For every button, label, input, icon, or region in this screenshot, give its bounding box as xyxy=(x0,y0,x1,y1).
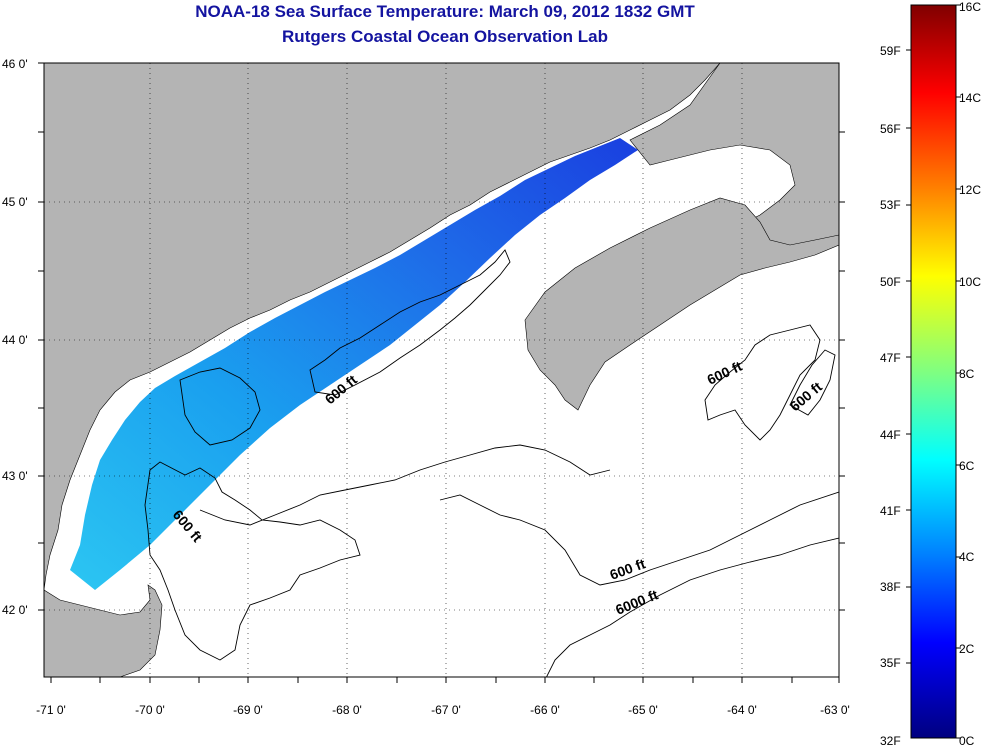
plot-frame xyxy=(43,62,840,678)
colorbar-fahrenheit-label: 38F xyxy=(880,580,901,594)
lon-tick: -67 0' xyxy=(431,703,461,717)
bathymetry-contours xyxy=(144,249,839,677)
colorbar-fahrenheit-label: 50F xyxy=(880,275,901,289)
colorbar-celsius-label: 4C xyxy=(959,550,975,564)
lon-tick: -65 0' xyxy=(628,703,658,717)
lat-tick: 44 0' xyxy=(2,333,28,347)
map-subtitle: Rutgers Coastal Ocean Observation Lab xyxy=(282,27,608,46)
colorbar-fahrenheit-label: 44F xyxy=(880,428,901,442)
land-cape-cod xyxy=(44,584,163,677)
colorbar-fahrenheit-label: 35F xyxy=(880,656,901,670)
land-new-england xyxy=(44,63,721,591)
colorbar-fahrenheit-label: 59F xyxy=(880,44,901,58)
colorbar-fahrenheit-label: 53F xyxy=(880,198,901,212)
lon-tick: -71 0' xyxy=(36,703,66,717)
colorbar xyxy=(910,4,957,739)
lon-tick: -63 0' xyxy=(820,703,850,717)
colorbar-celsius-label: 12C xyxy=(959,183,982,197)
sst-swath xyxy=(70,138,638,590)
colorbar-celsius-label: 2C xyxy=(959,642,975,656)
lat-tick: 45 0' xyxy=(2,195,28,209)
colorbar-celsius-label: 0C xyxy=(959,734,975,748)
colorbar-celsius-label: 16C xyxy=(959,0,982,14)
lon-tick: -66 0' xyxy=(530,703,560,717)
land-nova-scotia xyxy=(524,197,839,411)
lon-tick: -70 0' xyxy=(135,703,165,717)
map-title: NOAA-18 Sea Surface Temperature: March 0… xyxy=(195,2,695,21)
lon-ticks: -71 0' -70 0' -69 0' -68 0' -67 0' -66 0… xyxy=(36,703,850,717)
colorbar-fahrenheit-label: 41F xyxy=(880,504,901,518)
lat-ticks: 46 0' 45 0' 44 0' 43 0' 42 0' xyxy=(2,57,28,617)
colorbar-fahrenheit-label: 32F xyxy=(880,734,901,748)
colorbar-celsius-label: 6C xyxy=(959,459,975,473)
lat-tick: 46 0' xyxy=(2,57,28,71)
lon-tick: -69 0' xyxy=(233,703,263,717)
lat-tick: 43 0' xyxy=(2,469,28,483)
lon-tick: -68 0' xyxy=(332,703,362,717)
colorbar-fahrenheit-label: 56F xyxy=(880,122,901,136)
lat-tick: 42 0' xyxy=(2,603,28,617)
colorbar-celsius-label: 10C xyxy=(959,275,982,289)
colorbar-celsius-label: 8C xyxy=(959,367,975,381)
colorbar-fahrenheit-label: 47F xyxy=(880,351,901,365)
lon-tick: -64 0' xyxy=(727,703,757,717)
colorbar-celsius-label: 14C xyxy=(959,91,982,105)
